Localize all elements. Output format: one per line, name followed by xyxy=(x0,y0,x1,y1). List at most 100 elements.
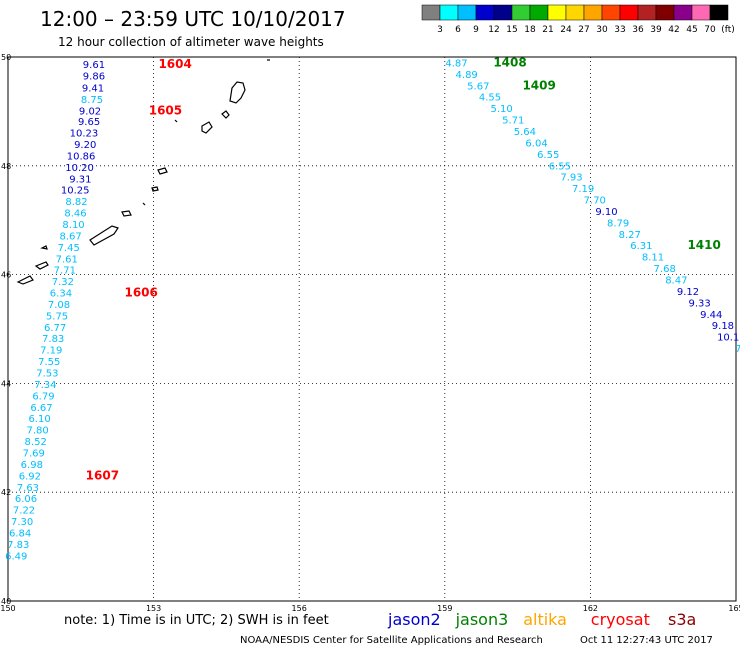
wave-height-value: 6.79 xyxy=(32,391,54,402)
pass-number-label: 1408 xyxy=(493,55,526,69)
lat-tick-label: 42 xyxy=(1,488,11,497)
wave-height-value: 7.08 xyxy=(48,300,70,311)
wave-height-colorbar xyxy=(421,4,729,21)
colorbar-label: 12 xyxy=(488,25,499,35)
satellite-track-west: 9.619.869.418.759.029.6510.239.2010.8610… xyxy=(5,60,105,562)
pass-number-label: 1410 xyxy=(687,238,720,252)
colorbar-swatch xyxy=(673,4,693,21)
wave-height-value: 8.47 xyxy=(665,275,687,286)
wave-height-value: 5.75 xyxy=(46,311,68,322)
wave-height-value: 9.12 xyxy=(677,287,699,298)
colorbar-label: 15 xyxy=(506,25,517,35)
island-shape xyxy=(142,202,146,206)
lon-tick-label: 162 xyxy=(583,604,598,613)
wave-height-value: 7.63 xyxy=(735,344,740,355)
wave-height-value: 5.10 xyxy=(490,104,512,115)
wave-height-value: 9.10 xyxy=(595,207,617,218)
map-title: 12:00 – 23:59 UTC 10/10/2017 xyxy=(40,7,346,31)
colorbar-label: 6 xyxy=(455,25,461,35)
lon-tick-label: 159 xyxy=(437,604,452,613)
wave-height-value: 8.52 xyxy=(25,437,47,448)
lat-tick-label: 40 xyxy=(1,597,11,606)
plot-area: 150153156159162165504846444240 9.619.869… xyxy=(0,53,740,613)
lat-tick-label: 44 xyxy=(1,379,11,388)
wave-height-value: 7.19 xyxy=(40,346,62,357)
wave-height-value: 9.41 xyxy=(82,83,104,94)
island-shape xyxy=(221,110,230,119)
wave-height-value: 4.89 xyxy=(456,70,478,81)
footer-credit: NOAA/NESDIS Center for Satellite Applica… xyxy=(240,635,543,646)
colorbar-swatch xyxy=(439,4,459,21)
wave-height-value: 8.11 xyxy=(642,253,664,264)
wave-height-value: 7.93 xyxy=(560,173,582,184)
plot-frame xyxy=(7,56,737,602)
wave-height-value: 5.71 xyxy=(502,116,524,127)
colorbar-swatch xyxy=(601,4,621,21)
lon-tick-label: 156 xyxy=(292,604,307,613)
wave-height-value: 7.83 xyxy=(42,334,64,345)
colorbar-swatch xyxy=(547,4,567,21)
coastline-islands xyxy=(16,59,270,285)
island-shape xyxy=(157,167,168,175)
wave-height-value: 8.82 xyxy=(65,197,87,208)
wave-height-value: 7.63 xyxy=(17,483,39,494)
satellite-legend-altika: altika xyxy=(523,610,567,629)
pass-number-label: 1605 xyxy=(149,103,182,117)
pass-number-label: 1604 xyxy=(158,57,191,71)
wave-height-value: 5.67 xyxy=(467,81,489,92)
wave-height-value: 7.34 xyxy=(34,380,56,391)
colorbar-label: 70 xyxy=(704,25,716,35)
wave-height-value: 9.18 xyxy=(712,321,734,332)
wave-height-value: 6.92 xyxy=(19,471,41,482)
wave-height-value: 6.84 xyxy=(9,528,31,539)
wave-height-value: 6.04 xyxy=(525,138,547,149)
island-shape xyxy=(174,119,178,123)
colorbar-swatch xyxy=(709,4,729,21)
wave-height-value: 5.64 xyxy=(514,127,536,138)
colorbar-labels: 3 6 9 12 15 18 21 24 27 30 33 36 39 42 45 70 (ft) xyxy=(437,25,735,35)
colorbar-label: 21 xyxy=(542,25,553,35)
wave-height-value: 7.30 xyxy=(11,517,33,528)
lon-tick-label: 153 xyxy=(146,604,161,613)
colorbar-swatch xyxy=(637,4,657,21)
wave-height-value: 6.34 xyxy=(50,289,72,300)
wave-height-value: 7.68 xyxy=(654,264,676,275)
colorbar-swatch xyxy=(691,4,711,21)
colorbar-swatch xyxy=(493,4,513,21)
wave-height-value: 9.02 xyxy=(79,106,101,117)
pass-number-label: 1409 xyxy=(522,78,555,92)
colorbar-label: 39 xyxy=(650,25,662,35)
satellite-legend: jason2 jason3 altika cryosat s3a xyxy=(387,610,696,629)
wave-height-value: 9.61 xyxy=(83,60,105,71)
pass-number-label: 1606 xyxy=(124,286,157,300)
colorbar-swatch xyxy=(457,4,477,21)
island-shape xyxy=(201,121,213,134)
colorbar-label: 18 xyxy=(524,25,536,35)
wave-height-value: 6.10 xyxy=(28,414,50,425)
pass-labels: 1604 1605 1606 1607 1408 1409 1410 xyxy=(86,55,721,482)
satellite-legend-jason3: jason3 xyxy=(455,610,509,629)
wave-height-value: 8.75 xyxy=(81,95,103,106)
wave-height-value: 7.22 xyxy=(13,506,35,517)
wave-height-value: 10.20 xyxy=(65,163,94,174)
wave-height-value: 9.65 xyxy=(78,117,100,128)
colorbar-label: 30 xyxy=(596,25,608,35)
wave-height-value: 10.23 xyxy=(70,129,99,140)
colorbar-swatch xyxy=(583,4,603,21)
wave-height-value: 6.31 xyxy=(630,241,652,252)
satellite-legend-s3a: s3a xyxy=(668,610,696,629)
wave-height-value: 8.67 xyxy=(60,231,82,242)
colorbar-label: 9 xyxy=(473,25,479,35)
colorbar-label: (ft) xyxy=(721,25,735,35)
colorbar-label: 27 xyxy=(578,25,589,35)
wave-height-value: 8.10 xyxy=(62,220,84,231)
wave-height-value: 7.71 xyxy=(54,266,76,277)
lat-tick-label: 46 xyxy=(1,271,11,280)
wave-height-value: 7.80 xyxy=(27,426,49,437)
island-shape xyxy=(34,261,49,270)
wave-height-value: 9.86 xyxy=(83,71,105,82)
footer-note: note: 1) Time is in UTC; 2) SWH is in fe… xyxy=(64,613,329,628)
satellite-track-east: 4.874.895.674.555.105.715.646.046.556.55… xyxy=(445,58,740,355)
colorbar-swatch xyxy=(475,4,495,21)
